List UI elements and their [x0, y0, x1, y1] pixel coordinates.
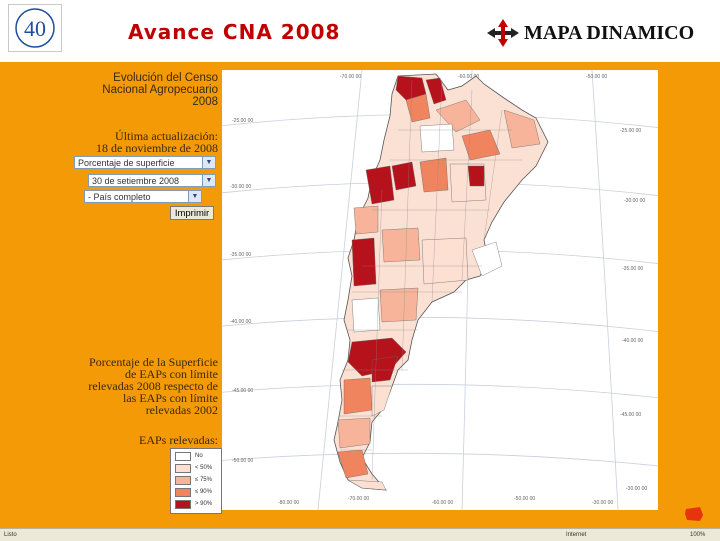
legend-label: < 50% — [195, 465, 213, 471]
zone-label: Internet — [566, 532, 587, 538]
region-patch — [379, 287, 419, 323]
lon-label-bottom: -50.00 00 — [514, 496, 535, 502]
region-patch — [343, 377, 373, 415]
lat-label-right: -35.00 00 — [622, 266, 643, 272]
description-line-1: Porcentaje de la Superficie — [89, 355, 218, 369]
browser-status-bar: Listo Internet 100% — [0, 528, 720, 541]
lon-label: -50.00 00 — [586, 74, 607, 80]
lat-label: -35.00 00 — [230, 252, 251, 258]
lon-label: -70.00 00 — [340, 74, 361, 80]
region-patch — [467, 165, 485, 187]
description-line-3: relevadas 2008 respecto de — [88, 379, 218, 393]
lat-label: -45.00 00 — [232, 388, 253, 394]
region-patch — [391, 161, 417, 191]
region-patch — [405, 93, 431, 123]
region-patch — [471, 241, 503, 277]
lat-label-right: -45.00 00 — [620, 412, 641, 418]
lon-label-bottom: -60.00 00 — [432, 500, 453, 506]
print-button[interactable]: Imprimir — [170, 206, 214, 220]
region-patch — [419, 123, 455, 153]
lat-label: -50.00 00 — [232, 458, 253, 464]
region-patch — [421, 237, 469, 285]
lon-label-bottom: -80.00 00 — [278, 500, 299, 506]
region-select-value: - País completo — [88, 192, 151, 202]
lon-label-bottom: -30.00 00 — [592, 500, 613, 506]
status-text: Listo — [4, 532, 17, 538]
legend-swatch — [175, 475, 191, 485]
legend-label: ≤ 90% — [195, 489, 212, 495]
zoom-label[interactable]: 100% — [690, 532, 706, 538]
legend-title: EAPs relevadas: — [139, 433, 218, 447]
control-panel: Evolución del Censo Nacional Agropecuari… — [70, 70, 222, 514]
legend-swatch — [175, 463, 191, 473]
logo-number: 40 — [24, 16, 46, 41]
lat-label: -25.00 00 — [232, 118, 253, 124]
legend-label: ≤ 75% — [195, 477, 212, 483]
region-patch — [461, 129, 501, 161]
map-svg[interactable]: -70.00 00 -60.00 00 -50.00 00 -25.00 00 … — [201, 69, 679, 511]
indicator-select[interactable]: Porcentaje de superficie ▼ — [74, 156, 216, 169]
legend-item: No — [175, 451, 203, 461]
legend-item: > 90% — [175, 499, 212, 509]
date-select[interactable]: 30 de setiembre 2008 ▼ — [88, 174, 216, 187]
region-patch — [353, 205, 379, 235]
region-patch — [347, 479, 387, 491]
legend-label: No — [195, 453, 203, 459]
panel-title-line-3: 2008 — [192, 96, 218, 108]
region-select[interactable]: - País completo ▼ — [84, 190, 202, 203]
legend: No < 50% ≤ 75% ≤ 90% > 90% — [170, 448, 222, 514]
chevron-down-icon[interactable]: ▼ — [188, 191, 201, 202]
brand-text: MAPA DINAMICO — [524, 21, 695, 44]
lon-label: -60.00 00 — [458, 74, 479, 80]
update-label: Última actualización: — [115, 129, 218, 143]
region-patch — [419, 157, 449, 193]
legend-item: < 50% — [175, 463, 212, 473]
region-patch — [365, 165, 395, 205]
update-date: 18 de noviembre de 2008 — [96, 141, 218, 155]
description-line-4: las EAPs con límite — [123, 391, 218, 405]
chevron-down-icon[interactable]: ▼ — [202, 175, 215, 186]
legend-label: > 90% — [195, 501, 213, 507]
legend-item: ≤ 75% — [175, 475, 212, 485]
lat-label-right: -40.00 00 — [622, 338, 643, 344]
legend-swatch — [175, 499, 191, 509]
lat-label-right: -30.00 00 — [624, 198, 645, 204]
lat-label: -30.00 00 — [230, 184, 251, 190]
brand-logo: MAPA DINAMICO — [486, 18, 694, 48]
panel-title-line-1: Evolución del Censo — [113, 72, 218, 84]
compass-arrows-icon — [487, 19, 519, 47]
region-patch — [337, 417, 371, 449]
argentina-map[interactable]: -70.00 00 -60.00 00 -50.00 00 -25.00 00 … — [201, 69, 679, 511]
region-patch — [371, 355, 399, 383]
region-patch — [337, 449, 369, 479]
lat-label-right: -30.00 00 — [626, 486, 647, 492]
legend-swatch — [175, 487, 191, 497]
anniversary-logo: 40 — [8, 4, 62, 52]
region-patch — [351, 237, 377, 287]
legend-item: ≤ 90% — [175, 487, 212, 497]
region-patch — [351, 297, 381, 333]
region-patch — [503, 109, 541, 149]
chevron-down-icon[interactable]: ▼ — [202, 157, 215, 168]
header: 40 Avance CNA 2008 MAPA DINAMICO — [0, 0, 720, 62]
slide-marker-icon — [685, 507, 703, 521]
description-line-5: relevadas 2002 — [145, 403, 218, 417]
description-line-2: de EAPs con límite — [125, 367, 218, 381]
page-title: Avance CNA 2008 — [128, 20, 341, 44]
lat-label: -40.00 00 — [230, 319, 251, 325]
indicator-select-value: Porcentaje de superficie — [78, 158, 175, 168]
date-select-value: 30 de setiembre 2008 — [92, 176, 180, 186]
region-patch — [371, 385, 393, 417]
panel-title-line-2: Nacional Agropecuario — [102, 84, 218, 96]
lat-label-right: -25.00 00 — [620, 128, 641, 134]
legend-swatch — [175, 451, 191, 461]
region-patch — [381, 227, 421, 263]
region-patch — [425, 77, 447, 105]
lon-label-bottom: -70.00 00 — [348, 496, 369, 502]
